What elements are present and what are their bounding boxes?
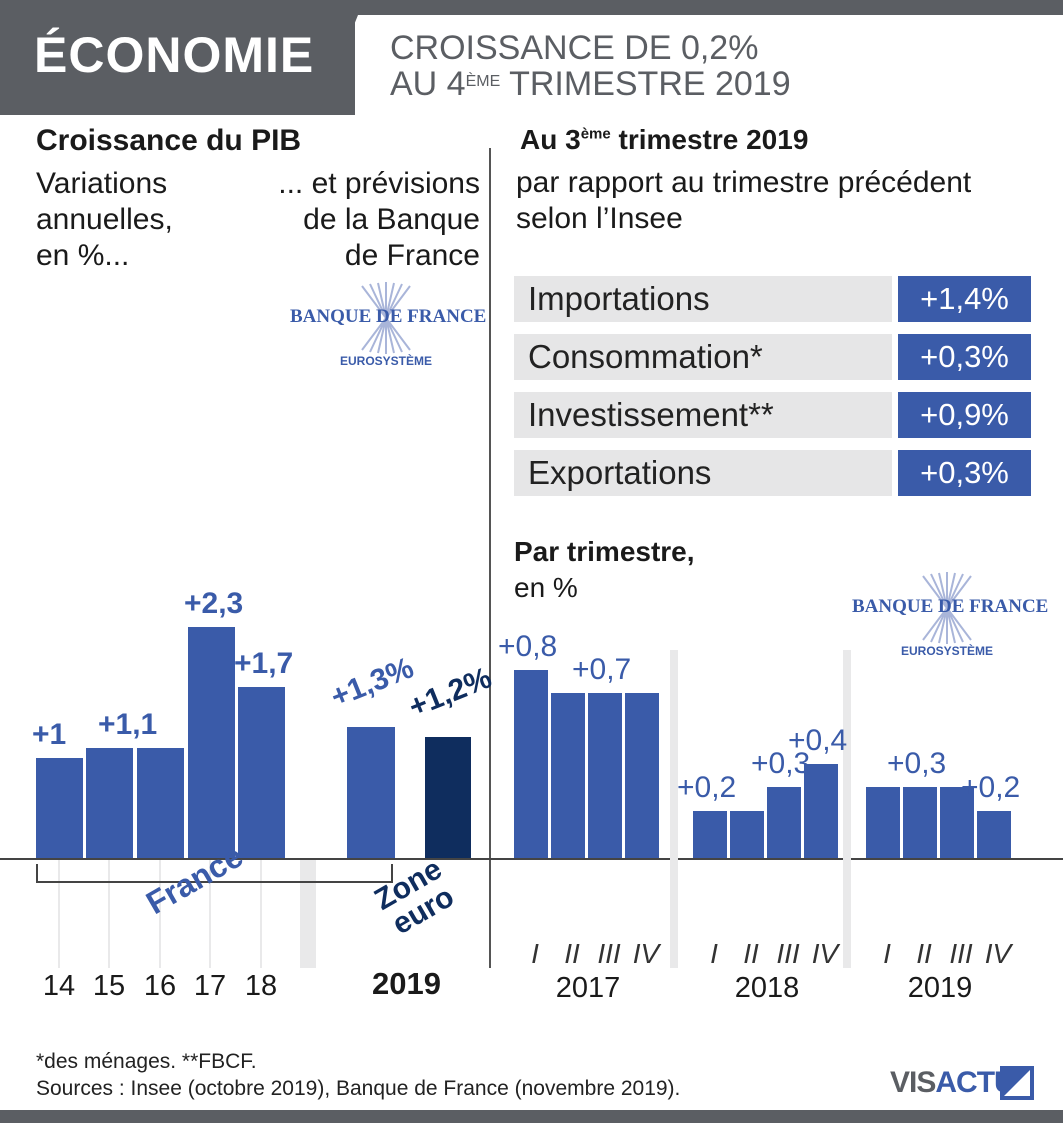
- component-label: Consommation*: [514, 334, 892, 380]
- bar-2017-iii: [588, 693, 622, 858]
- left-subtitle: Variations annuelles, en %...: [36, 167, 173, 272]
- bar-2017-i: [514, 670, 548, 858]
- quarter-tick-label: IV: [811, 938, 839, 969]
- quarter-tick-label: II: [743, 938, 759, 969]
- tag-slant: [318, 15, 358, 115]
- data-label: +0,2: [677, 771, 737, 804]
- section-tag: [0, 15, 355, 115]
- bar-2019-i: [866, 787, 900, 858]
- bdf-logo-left: BANQUE DE FRANCE EUROSYSTÈME: [290, 282, 487, 372]
- brand-mark-icon: [1000, 1066, 1034, 1100]
- right-subtitle: par rapport au trimestre précédent selon…: [516, 166, 972, 235]
- header-top-strip: [0, 0, 1063, 15]
- bdf-logo-name: BANQUE DE FRANCE: [852, 596, 1049, 617]
- x-tick-label: 15: [92, 970, 126, 1002]
- year-label-2019: 2019: [372, 966, 441, 1001]
- bar-2019-iii: [940, 787, 974, 858]
- column-guide: [260, 860, 262, 968]
- bar-14: [36, 758, 83, 858]
- quarter-subtitle: en %: [514, 572, 578, 603]
- bar-2019-france: [347, 727, 395, 858]
- bar-2019-iv: [977, 811, 1011, 858]
- group-separator: [670, 650, 678, 968]
- quarter-tick-label: II: [564, 938, 580, 969]
- data-label: +0,4: [788, 724, 848, 757]
- page-title: CROISSANCE DE 0,2% AU 4ÈME TRIMESTRE 201…: [390, 30, 791, 102]
- quarter-tick-label: II: [916, 938, 932, 969]
- chart-baseline: [0, 858, 1063, 860]
- data-label: +0,3: [751, 747, 811, 780]
- section-tag-label: ÉCONOMIE: [34, 27, 315, 83]
- footnote: *des ménages. **FBCF.: [36, 1050, 257, 1073]
- bdf-logo-right: BANQUE DE FRANCE EUROSYSTÈME: [852, 572, 1049, 662]
- bar-2018-iii: [767, 787, 801, 858]
- component-label: Importations: [514, 276, 892, 322]
- bar-18: [238, 687, 285, 858]
- left-forecast-note: ... et prévisions de la Banque de France: [278, 167, 480, 272]
- data-label: +2,3: [184, 587, 244, 620]
- x-tick-label: 14: [42, 970, 76, 1002]
- bar-2017-ii: [551, 693, 585, 858]
- bdf-logo-name: BANQUE DE FRANCE: [290, 306, 487, 327]
- group-separator: [843, 650, 851, 968]
- quarter-tick-label: III: [776, 938, 800, 969]
- bar-2019-ii: [903, 787, 937, 858]
- data-label: +1,1: [98, 708, 158, 741]
- bdf-logo-sub: EUROSYSTÈME: [900, 644, 993, 658]
- sources: Sources : Insee (octobre 2019), Banque d…: [36, 1077, 681, 1100]
- quarter-tick-label: IV: [632, 938, 660, 969]
- component-value: +0,3%: [898, 450, 1031, 496]
- data-label: +0,8: [498, 630, 558, 663]
- bar-2017-iv: [625, 693, 659, 858]
- data-label: +0,3: [887, 747, 947, 780]
- bar-16: [137, 748, 184, 858]
- panel-divider: [489, 148, 491, 968]
- gdp-quarterly-chart: +0,8 I II +0,7 III IV 2017 +0,2 I II +0,3 III +0,4 IV…: [498, 630, 1021, 1004]
- page-title-line2: AU 4ÈME TRIMESTRE 2019: [390, 65, 791, 103]
- component-label: Investissement**: [514, 392, 892, 438]
- chart-separator: [300, 860, 316, 968]
- column-guide: [108, 860, 110, 968]
- quarter-tick-label: I: [531, 938, 539, 969]
- data-label: +1: [32, 718, 67, 751]
- brand-logo: VISACTU: [890, 1066, 1016, 1099]
- column-guide: [159, 860, 161, 968]
- x-tick-label: 16: [143, 970, 177, 1002]
- left-title: Croissance du PIB: [36, 124, 302, 157]
- year-tick-label: 2017: [555, 972, 621, 1004]
- bar-2018-iv: [804, 764, 838, 858]
- bar-15: [86, 748, 133, 858]
- year-tick-label: 2019: [907, 972, 973, 1004]
- quarter-tick-label: I: [710, 938, 718, 969]
- data-label: +0,2: [961, 771, 1021, 804]
- page-title-line1: CROISSANCE DE 0,2%: [390, 29, 759, 67]
- gdp-annual-chart: +1 +1,1 +2,3 +1,7 +1,3% +1,2% 14 15 16 17 18: [0, 0, 496, 1002]
- data-label: +0,7: [572, 653, 632, 686]
- year-tick-label: 2018: [734, 972, 800, 1004]
- quarter-tick-label: I: [883, 938, 891, 969]
- bar-17: [188, 627, 235, 858]
- footer-bottom-strip: [0, 1110, 1063, 1123]
- x-tick-label: 18: [244, 970, 278, 1002]
- component-value: +0,3%: [898, 334, 1031, 380]
- bdf-logo-sub: EUROSYSTÈME: [339, 354, 432, 368]
- component-label: Exportations: [514, 450, 892, 496]
- x-tick-label: 17: [193, 970, 227, 1002]
- bdf-emblem-icon: [361, 282, 411, 354]
- bdf-emblem-icon: [922, 572, 972, 644]
- right-title: Au 3ème trimestre 2019: [520, 124, 809, 155]
- quarter-tick-label: III: [597, 938, 621, 969]
- bar-2019-zone-euro: [425, 737, 471, 858]
- quarter-title: Par trimestre,: [514, 536, 695, 567]
- quarter-tick-label: III: [949, 938, 973, 969]
- bar-2018-ii: [730, 811, 764, 858]
- bar-2018-i: [693, 811, 727, 858]
- france-bracket: [36, 864, 393, 883]
- quarter-tick-label: IV: [984, 938, 1012, 969]
- column-guide: [58, 860, 60, 968]
- data-label: +1,7: [234, 647, 294, 680]
- column-guide: [209, 860, 211, 968]
- component-value: +1,4%: [898, 276, 1031, 322]
- component-value: +0,9%: [898, 392, 1031, 438]
